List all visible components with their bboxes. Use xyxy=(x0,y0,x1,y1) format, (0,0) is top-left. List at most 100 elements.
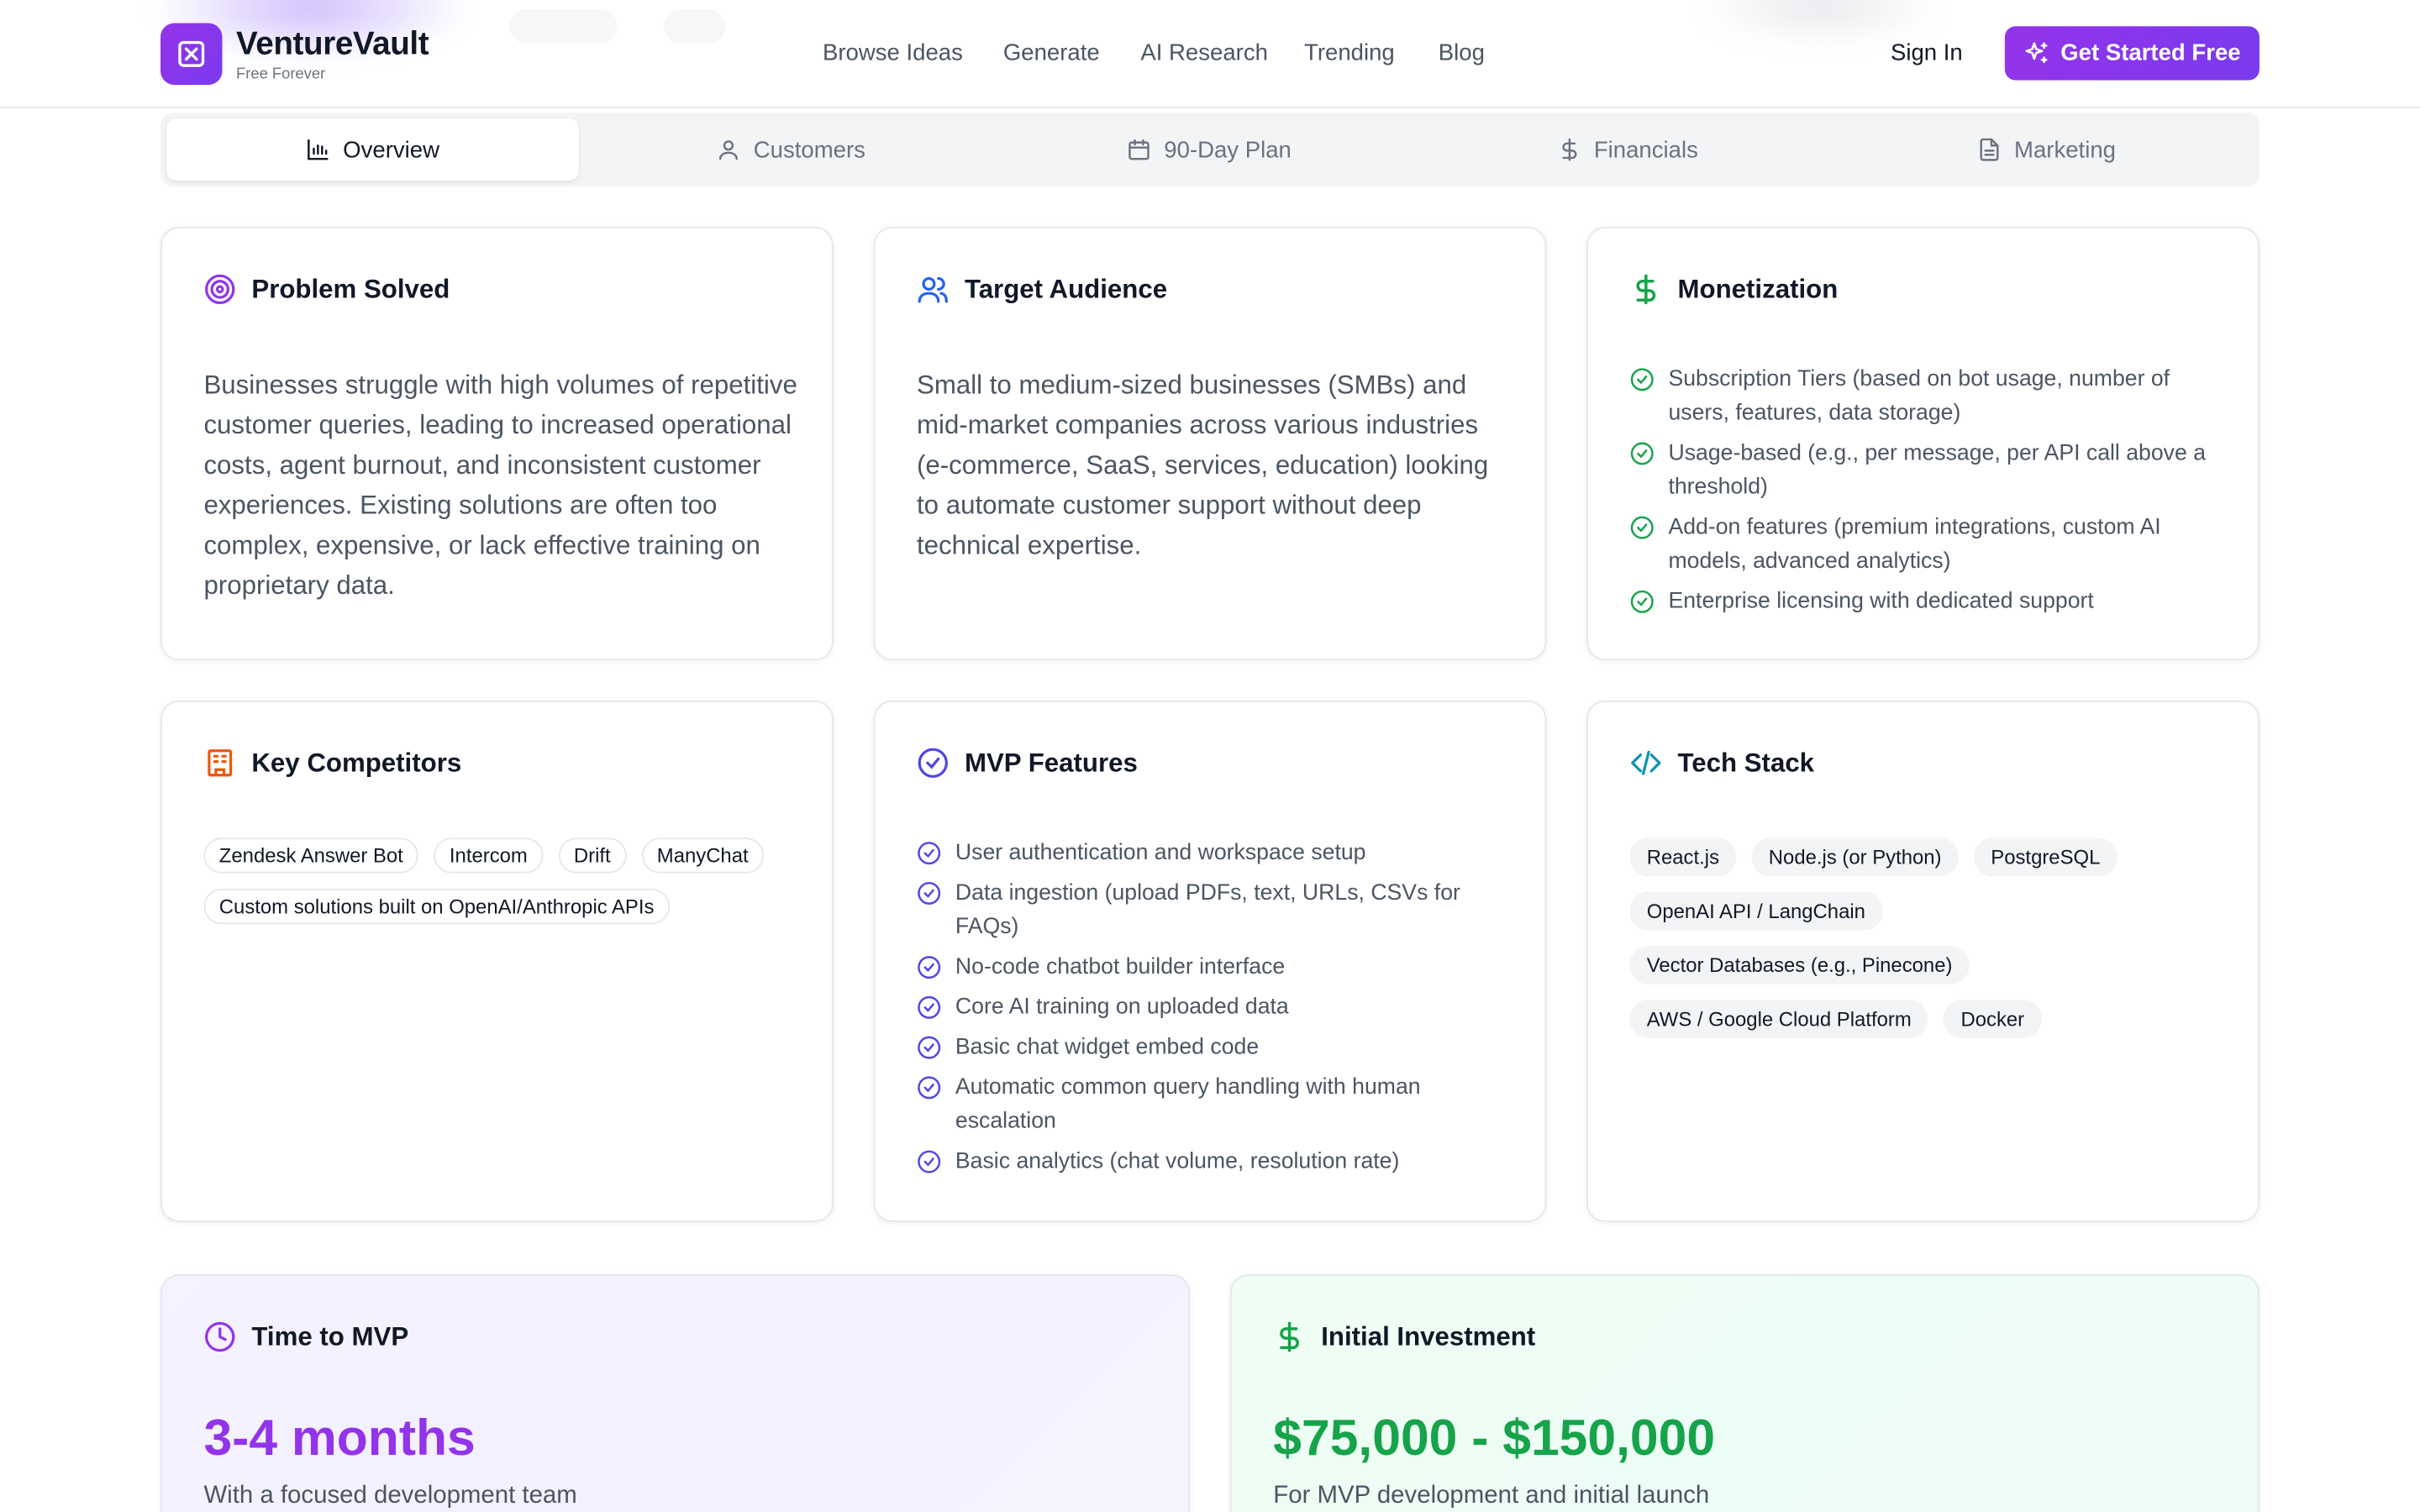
decorative-glow xyxy=(1697,0,1945,47)
card-header: Initial Investment xyxy=(1273,1320,1535,1353)
card-header: Time to MVP xyxy=(203,1320,408,1353)
tech-tag: Node.js (or Python) xyxy=(1751,837,1959,877)
tab-overview[interactable]: Overview xyxy=(166,118,579,181)
list-item-text: User authentication and workspace setup xyxy=(955,841,1366,866)
building-icon xyxy=(208,749,233,777)
competitor-tags: Zendesk Answer Bot Intercom Drift ManyCh… xyxy=(203,837,805,925)
document-icon xyxy=(1980,138,1999,161)
code-icon xyxy=(1631,750,1661,775)
list-item: Enterprise licensing with dedicated supp… xyxy=(1630,585,2232,618)
card-header: Monetization xyxy=(1630,273,1839,306)
user-icon xyxy=(719,140,739,160)
tab-customers[interactable]: Customers xyxy=(585,118,997,180)
list-item: Subscription Tiers (based on bot usage, … xyxy=(1630,363,2232,431)
dollar-icon xyxy=(1561,138,1576,161)
card-title: Key Competitors xyxy=(251,747,462,777)
nav-generate[interactable]: Generate xyxy=(1002,39,1100,66)
list-item: User authentication and workspace setup xyxy=(917,836,1511,869)
tech-tags: React.js Node.js (or Python) PostgreSQL … xyxy=(1629,837,2139,1039)
competitors-card: Key Competitors Zendesk Answer Bot Inter… xyxy=(160,700,834,1222)
tab-label: Financials xyxy=(1593,136,1698,163)
bar-chart-icon xyxy=(308,139,329,160)
dollar-icon xyxy=(1636,274,1656,305)
tech-tag: PostgreSQL xyxy=(1974,837,2118,877)
tab-label: Customers xyxy=(753,136,865,163)
mvp-features-card: MVP Features User authentication and wor… xyxy=(873,700,1547,1222)
sign-in-link[interactable]: Sign In xyxy=(1890,39,1963,66)
time-to-mvp-card: Time to MVP 3-4 months With a focused de… xyxy=(160,1274,1191,1512)
list-item-text: Basic analytics (chat volume, resolution… xyxy=(955,1149,1400,1174)
check-circle-icon xyxy=(918,1076,941,1100)
list-item: Basic analytics (chat volume, resolution… xyxy=(917,1145,1511,1179)
check-circle-icon xyxy=(1630,368,1654,391)
nav-trending[interactable]: Trending xyxy=(1304,39,1395,66)
problem-text: Businesses struggle with high volumes of… xyxy=(203,370,797,601)
list-item-text: Usage-based (e.g., per message, per API … xyxy=(1668,441,2207,501)
logo-icon[interactable] xyxy=(160,23,223,86)
investment-value: $75,000 - $150,000 xyxy=(1273,1408,1716,1466)
competitor-tag: Drift xyxy=(558,837,627,874)
card-title: Initial Investment xyxy=(1321,1321,1536,1352)
check-circle-icon xyxy=(918,956,941,979)
card-title: Time to MVP xyxy=(251,1321,409,1352)
list-item: Core AI training on uploaded data xyxy=(917,990,1511,1024)
card-header: Target Audience xyxy=(917,273,1167,306)
list-item-text: Automatic common query handling with hum… xyxy=(955,1075,1421,1134)
tab-financials[interactable]: Financials xyxy=(1422,118,1833,180)
card-title: Monetization xyxy=(1677,274,1839,303)
list-item-text: Basic chat widget embed code xyxy=(955,1035,1260,1060)
list-item: No-code chatbot builder interface xyxy=(917,950,1511,984)
faded-background-element xyxy=(509,9,618,44)
calendar-icon xyxy=(1128,139,1150,160)
brand-name[interactable]: VentureVault xyxy=(236,26,429,62)
check-circle-icon xyxy=(918,842,941,865)
section-tabs: Overview Customers 90-Day Plan Financial… xyxy=(160,113,2260,187)
nav-blog[interactable]: Blog xyxy=(1438,39,1485,66)
nav-ai-research[interactable]: AI Research xyxy=(1140,39,1268,66)
problem-card: Problem Solved Businesses struggle with … xyxy=(160,226,834,661)
competitor-tag: ManyChat xyxy=(641,837,764,874)
tab-label: Marketing xyxy=(2014,136,2116,163)
list-item: Basic chat widget embed code xyxy=(917,1031,1511,1064)
audience-text: Small to medium-sized businesses (SMBs) … xyxy=(916,370,1489,560)
check-circle-icon xyxy=(918,881,941,905)
check-circle-icon xyxy=(918,1036,941,1059)
get-started-label: Get Started Free xyxy=(2060,39,2241,66)
users-icon xyxy=(918,276,948,303)
list-item: Usage-based (e.g., per message, per API … xyxy=(1630,437,2232,505)
competitor-tag: Zendesk Answer Bot xyxy=(203,837,419,874)
list-item-text: No-code chatbot builder interface xyxy=(955,954,1286,980)
tech-tag: AWS / Google Cloud Platform xyxy=(1629,1000,1928,1039)
competitor-tag: Intercom xyxy=(434,837,544,874)
tab-marketing[interactable]: Marketing xyxy=(1839,118,2253,180)
audience-card: Target Audience Small to medium-sized bu… xyxy=(873,226,1547,661)
check-circle-icon xyxy=(918,1150,941,1173)
list-item-text: Core AI training on uploaded data xyxy=(955,995,1289,1021)
tech-tag: Docker xyxy=(1944,1000,2042,1039)
tech-tag: OpenAI API / LangChain xyxy=(1629,891,1883,931)
get-started-button[interactable]: Get Started Free xyxy=(2004,26,2260,81)
card-title: MVP Features xyxy=(964,747,1138,777)
monetization-card: Monetization Subscription Tiers (based o… xyxy=(1586,226,2260,661)
check-circle-icon xyxy=(1630,442,1654,465)
tab-90-day-plan[interactable]: 90-Day Plan xyxy=(1003,118,1415,180)
check-circle-icon xyxy=(1630,590,1654,613)
time-to-mvp-value: 3-4 months xyxy=(203,1408,476,1466)
tech-tag: React.js xyxy=(1629,837,1737,877)
target-icon xyxy=(205,274,235,305)
card-header: Key Competitors xyxy=(203,747,461,780)
mvp-features-list: User authentication and workspace setup … xyxy=(917,836,1511,1184)
card-header: MVP Features xyxy=(917,747,1138,780)
list-item-text: Subscription Tiers (based on bot usage, … xyxy=(1668,367,2170,426)
nav-browse-ideas[interactable]: Browse Ideas xyxy=(822,39,963,66)
check-circle-icon xyxy=(918,995,941,1019)
list-item-text: Add-on features (premium integrations, c… xyxy=(1668,515,2161,575)
monetization-list: Subscription Tiers (based on bot usage, … xyxy=(1630,363,2232,625)
card-header: Problem Solved xyxy=(203,273,450,306)
list-item-text: Enterprise licensing with dedicated supp… xyxy=(1668,589,2094,615)
tab-label: 90-Day Plan xyxy=(1164,136,1292,163)
check-circle-icon xyxy=(918,748,948,778)
check-circle-icon xyxy=(1630,516,1654,539)
tech-tag: Vector Databases (e.g., Pinecone) xyxy=(1629,945,1970,984)
initial-investment-card: Initial Investment $75,000 - $150,000 Fo… xyxy=(1229,1274,2260,1512)
